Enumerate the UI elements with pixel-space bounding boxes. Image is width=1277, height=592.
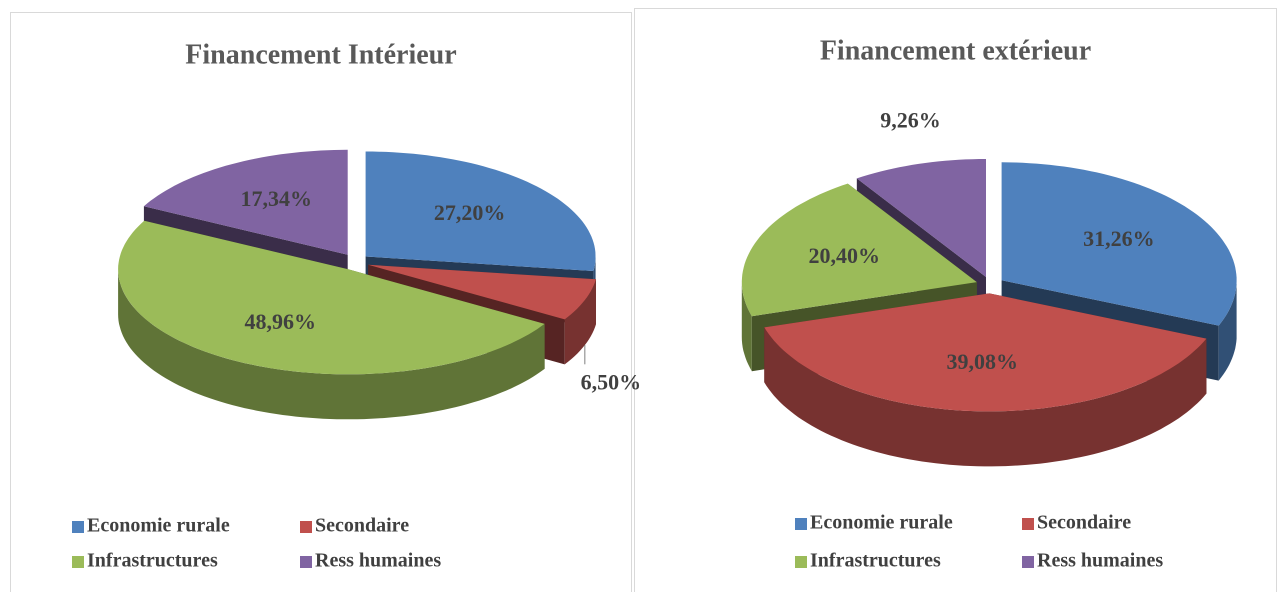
- slice-wall: [118, 269, 545, 420]
- slice: [1001, 162, 1237, 326]
- slice: [143, 149, 348, 255]
- legend-label: Economie rurale: [810, 512, 953, 534]
- data-label: 27,20%: [434, 200, 506, 225]
- legend-label: Secondaire: [1037, 512, 1131, 534]
- data-label: 17,34%: [240, 186, 312, 211]
- data-label: 48,96%: [245, 309, 317, 334]
- legend-swatch: [300, 521, 312, 533]
- chart-title: Financement Intérieur: [185, 39, 456, 70]
- legend-swatch: [795, 518, 807, 530]
- slice-wall: [764, 327, 1207, 467]
- legend-swatch: [1022, 556, 1034, 568]
- legend-label: Ress humaines: [315, 550, 441, 572]
- slice-wall: [564, 279, 596, 365]
- legend-swatch: [1022, 518, 1034, 530]
- slice: [368, 264, 596, 320]
- slice: [741, 183, 977, 317]
- slice: [856, 159, 986, 277]
- data-label: 20,40%: [809, 243, 881, 268]
- slice: [365, 151, 596, 271]
- legend-swatch: [72, 556, 84, 568]
- panel: [10, 12, 632, 592]
- legend-label: Secondaire: [315, 515, 409, 537]
- slice: [118, 220, 545, 375]
- legend-label: Economie rurale: [87, 515, 230, 537]
- slice: [764, 293, 1207, 412]
- legend-label: Infrastructures: [87, 550, 218, 572]
- data-label: 39,08%: [946, 349, 1018, 374]
- legend-swatch: [300, 556, 312, 568]
- slice-wall: [741, 282, 752, 372]
- data-label: 31,26%: [1083, 226, 1155, 251]
- legend-label: Ress humaines: [1037, 550, 1163, 572]
- chart-title: Financement extérieur: [820, 35, 1091, 66]
- data-label: 6,50%: [581, 369, 642, 394]
- legend-swatch: [795, 556, 807, 568]
- legend-swatch: [72, 521, 84, 533]
- legend-label: Infrastructures: [810, 550, 941, 572]
- data-label: 9,26%: [880, 107, 941, 132]
- slice-wall: [1218, 280, 1237, 381]
